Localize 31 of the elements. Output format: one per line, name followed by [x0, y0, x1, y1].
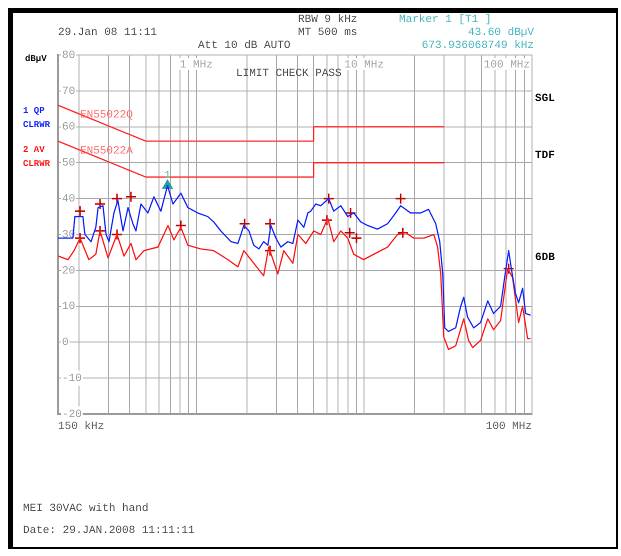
text: 1 QP CLRWR: [23, 106, 50, 130]
y-tick-label: 70: [62, 86, 76, 98]
x-tick-label: 100 MHz: [484, 59, 530, 72]
y-tick-label: 50: [62, 158, 76, 170]
text: 150 kHz: [58, 421, 104, 433]
y-axis-title: dBµV: [25, 54, 47, 64]
text: 673.936068749 kHz: [422, 40, 534, 52]
y-tick-label: 10: [62, 301, 76, 314]
text: Marker 1 [T1 ]: [399, 14, 492, 26]
y-tick-label: -20: [62, 408, 82, 421]
text: 29.Jan 08 11:11: [58, 27, 158, 39]
annotation: LIMIT CHECK PASS: [236, 68, 342, 80]
y-tick-label: 80: [62, 50, 76, 62]
text: SGL: [535, 93, 555, 105]
text: RBW 9 kHz: [298, 14, 358, 26]
y-tick-label: 0: [62, 337, 69, 350]
text: 43.60 dBµV: [468, 27, 534, 39]
text: TDF: [535, 150, 555, 162]
text: Date: 29.JAN.2008 11:11:11: [23, 525, 195, 537]
y-tick-label: 20: [62, 265, 76, 278]
text: Att 10 dB AUTO: [198, 40, 290, 52]
text: 2 AV CLRWR: [23, 145, 50, 169]
y-tick-label: -10: [62, 373, 82, 386]
text: MT 500 ms: [298, 27, 358, 39]
text: 100 MHz: [486, 421, 532, 433]
y-tick-label: 40: [62, 194, 76, 206]
text: 6DB: [535, 252, 555, 264]
x-tick-label: 1 MHz: [180, 59, 213, 72]
x-tick-label: 10 MHz: [344, 59, 384, 72]
text: MEI 30VAC with hand: [23, 503, 148, 515]
y-tick-label: 60: [62, 122, 76, 134]
